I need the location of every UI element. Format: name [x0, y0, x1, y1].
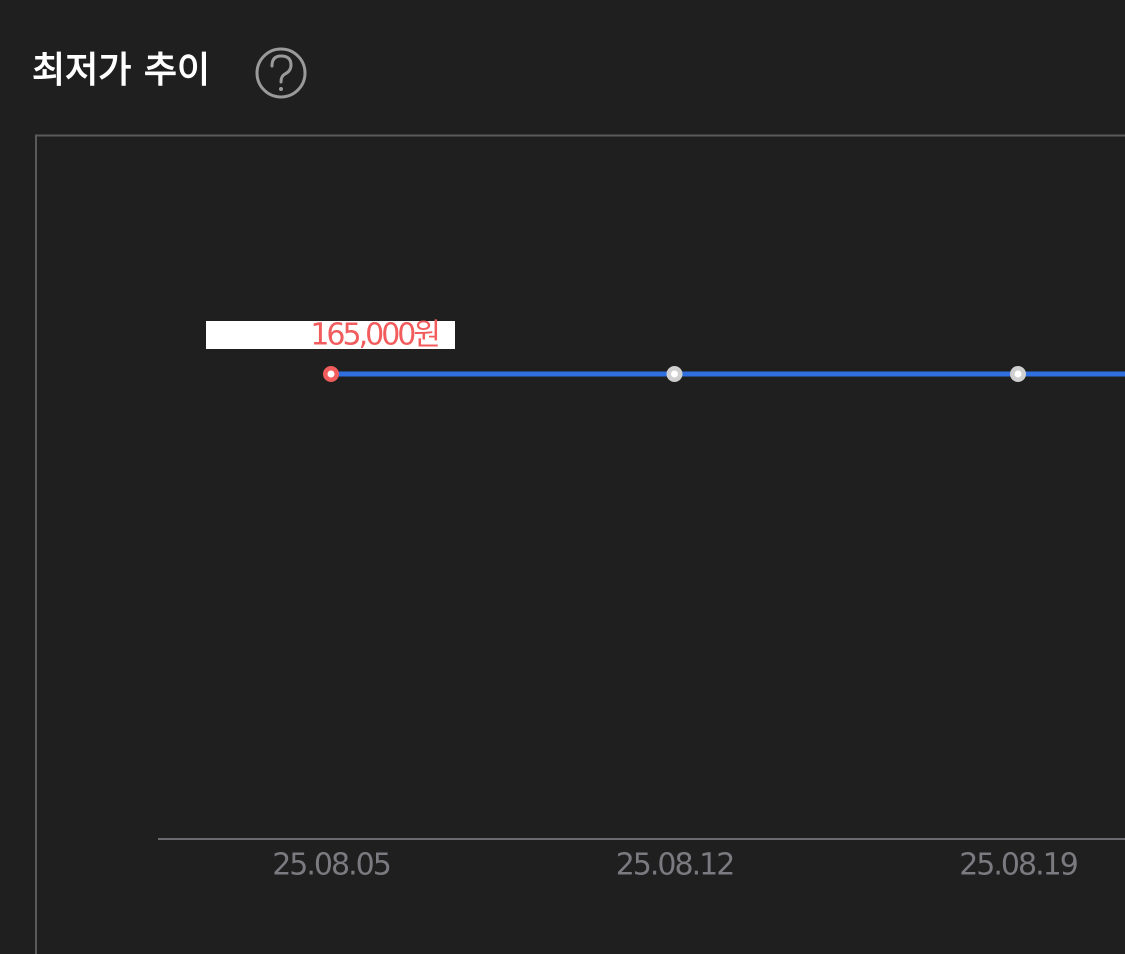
point-center [671, 370, 678, 378]
chart-panel [35, 134, 1125, 954]
help-question[interactable] [270, 54, 293, 84]
point-center [1014, 370, 1022, 378]
help-dot[interactable] [279, 87, 283, 91]
x-tick-label: 25.08.19 [959, 848, 1077, 883]
section-title: 최저가 추이 [32, 50, 210, 91]
value-label-box [206, 321, 455, 349]
help-icon[interactable] [255, 47, 307, 99]
point-center [327, 370, 335, 378]
value-label: 165,000원 [310, 318, 438, 353]
help-circle[interactable] [255, 47, 307, 99]
x-tick-label: 25.08.05 [272, 848, 390, 883]
plot: 25.08.05 25.08.12 25.08.19 165,000원 [206, 318, 1125, 883]
x-tick-label: 25.08.12 [616, 848, 734, 883]
